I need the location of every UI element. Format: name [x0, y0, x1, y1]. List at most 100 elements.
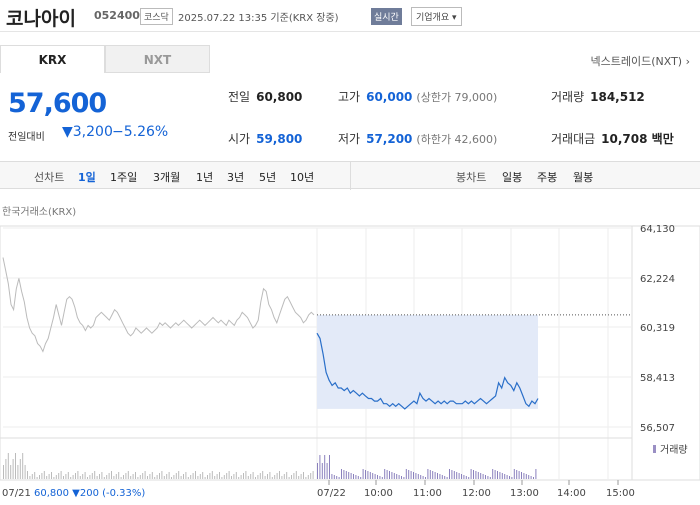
volume-bar [132, 474, 134, 479]
volume-bar [36, 477, 38, 479]
volume-bar [274, 475, 276, 479]
tab-krx[interactable]: KRX [0, 45, 105, 73]
volume-bar [19, 459, 21, 479]
volume-bar [17, 465, 19, 479]
volume-bar [305, 477, 307, 479]
volume-bar [89, 475, 91, 479]
nxt-link[interactable]: 넥스트레이드(NXT) › [590, 55, 691, 68]
volume-bar [321, 463, 323, 479]
volume-bar [58, 473, 60, 479]
volume-bar [115, 474, 117, 479]
volume-bar [480, 473, 482, 479]
x-tick-label: 10:00 [364, 488, 393, 499]
stat-value: 10,708 백만 [601, 132, 674, 146]
x-tick-label: 07/22 [317, 488, 346, 499]
volume-bar [345, 471, 347, 479]
volume-bar [379, 476, 381, 479]
volume-bar [425, 477, 426, 479]
period-3m[interactable]: 3개월 [153, 171, 181, 184]
volume-bar [269, 472, 271, 479]
volume-bar [118, 472, 120, 479]
volume-bar [130, 476, 132, 479]
volume-bar [84, 472, 86, 479]
volume-bar [336, 476, 338, 479]
volume-bar [91, 473, 93, 479]
period-1d[interactable]: 1일 [78, 171, 96, 184]
volume-bar [434, 472, 436, 479]
volume-bar [202, 472, 204, 479]
volume-bar [444, 476, 446, 479]
volume-bar [465, 476, 467, 479]
volume-bar [362, 469, 364, 479]
candle-weekly[interactable]: 주봉 [537, 171, 558, 184]
volume-bar [300, 474, 302, 479]
candle-daily[interactable]: 일봉 [502, 171, 523, 184]
company-info-dropdown[interactable]: 기업개요 ▾ [411, 7, 462, 26]
volume-bar [267, 474, 268, 479]
volume-bar [338, 477, 340, 479]
volume-bar [528, 475, 530, 479]
volume-bar [31, 474, 33, 479]
volume-bar [293, 473, 295, 479]
volume-bar [137, 477, 139, 479]
volume-bar [288, 477, 290, 479]
volume-bar [343, 470, 345, 479]
volume-bar [360, 477, 362, 479]
volume-bar [350, 473, 352, 479]
tab-nxt[interactable]: NXT [105, 45, 210, 73]
volume-bar [67, 472, 69, 479]
volume-bar [94, 471, 96, 479]
volume-bar [307, 475, 309, 479]
stat-value: 60,800 [256, 90, 303, 104]
volume-bar [48, 474, 50, 479]
volume-bar [427, 469, 429, 479]
volume-bar [240, 475, 242, 479]
period-1y[interactable]: 1년 [196, 171, 214, 184]
stock-code: 052400 [94, 9, 140, 22]
volume-bar [504, 474, 506, 479]
stat-sub: (상한가 79,000) [416, 91, 498, 104]
period-1w[interactable]: 1주일 [110, 171, 138, 184]
prev-day-line [2, 257, 315, 353]
volume-bar [139, 475, 141, 479]
volume-bar [180, 476, 182, 479]
volume-bar [163, 476, 165, 479]
volume-bar [449, 469, 450, 479]
volume-bar [111, 471, 112, 479]
volume-bar [72, 475, 74, 479]
y-tick-label: 56,507 [640, 423, 675, 434]
volume-bar [509, 476, 510, 479]
stat-label: 시가 [228, 132, 251, 146]
stat-prev: 전일 60,800 [228, 88, 302, 105]
volume-bar [204, 477, 206, 479]
candle-chart-label: 봉차트 [456, 171, 487, 184]
period-5y[interactable]: 5년 [259, 171, 277, 184]
volume-bar [120, 477, 122, 479]
volume-bar [468, 477, 470, 479]
period-10y[interactable]: 10년 [290, 171, 315, 184]
volume-bar [329, 455, 330, 479]
volume-bar [391, 472, 393, 479]
stat-value: 57,200 [366, 132, 413, 146]
change-area [317, 314, 538, 409]
volume-bar [175, 473, 177, 479]
stat-value: 60,000 [366, 90, 413, 104]
y-tick-label: 62,224 [640, 274, 675, 285]
volume-bar [393, 473, 395, 479]
volume-bar [192, 473, 194, 479]
volume-bar [262, 471, 264, 479]
stock-name: 코나아이 [6, 8, 76, 30]
volume-bar [156, 475, 158, 479]
volume-bar [326, 463, 328, 479]
volume-bar [228, 471, 230, 479]
realtime-button[interactable]: 실시간 [371, 8, 402, 25]
volume-bar [291, 475, 292, 479]
candle-monthly[interactable]: 월봉 [573, 171, 594, 184]
volume-bar [5, 459, 7, 479]
period-3y[interactable]: 3년 [227, 171, 245, 184]
volume-bar [166, 474, 168, 479]
y-tick-label: 60,319 [640, 323, 675, 334]
volume-bar [521, 472, 522, 479]
volume-bar [15, 453, 16, 479]
volume-bar [216, 474, 218, 479]
